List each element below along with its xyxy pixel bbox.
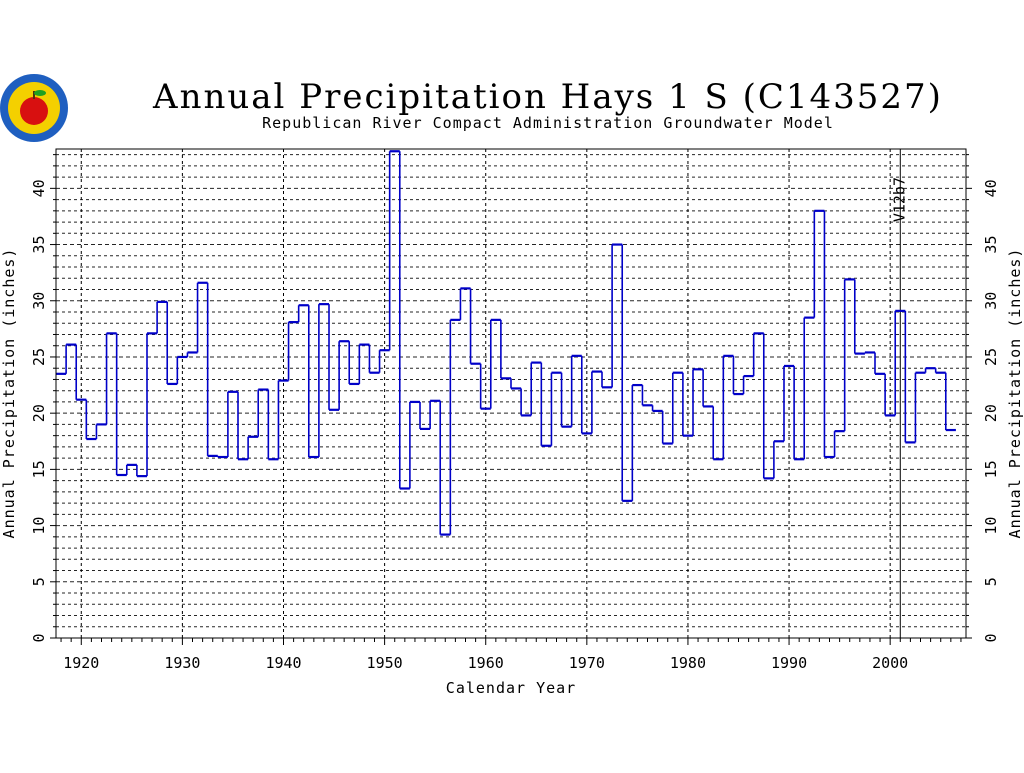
y-tick-label-left: 0	[30, 633, 48, 642]
chart-title: Annual Precipitation Hays 1 S (C143527)	[152, 77, 943, 117]
x-tick-label: 1940	[265, 654, 301, 672]
x-tick-label: 1920	[63, 654, 99, 672]
y-tick-label-right: 30	[982, 292, 1000, 310]
x-tick-label: 1930	[164, 654, 200, 672]
series-layer	[56, 150, 956, 536]
y-tick-label-right: 35	[982, 236, 1000, 254]
y-tick-label-left: 10	[30, 517, 48, 535]
y-tick-label-right: 20	[982, 404, 1000, 422]
plot-frame	[55, 148, 967, 639]
y-tick-label-left: 40	[30, 179, 48, 197]
y-tick-label-left: 35	[30, 236, 48, 254]
y-tick-label-left: 25	[30, 348, 48, 366]
y-tick-label-right: 25	[982, 348, 1000, 366]
grid	[56, 149, 966, 638]
y-tick-label-right: 10	[982, 517, 1000, 535]
ticks: 0 0 5 5 10 10 15 15 20 20 25 25 30 30 35 35 40 40 1920 1930…	[30, 154, 1000, 672]
annotation-label: V12b7	[890, 177, 908, 222]
chart-subtitle: Republican River Compact Administration …	[262, 114, 834, 132]
x-axis-label: Calendar Year	[446, 679, 576, 697]
y-axis-label-left: Annual Precipitation (inches)	[0, 248, 18, 539]
x-tick-label: 1970	[569, 654, 605, 672]
x-tick-label: 1990	[771, 654, 807, 672]
y-tick-label-left: 5	[30, 577, 48, 586]
y-tick-label-right: 5	[982, 577, 1000, 586]
apple-leaf-icon	[34, 90, 46, 96]
apple-icon	[20, 97, 48, 125]
y-tick-label-right: 0	[982, 633, 1000, 642]
y-tick-label-right: 15	[982, 460, 1000, 478]
y-tick-label-left: 20	[30, 404, 48, 422]
x-tick-label: 2000	[872, 654, 908, 672]
y-tick-label-right: 40	[982, 179, 1000, 197]
apple-stem-icon	[33, 91, 35, 99]
y-axis-label-right: Annual Precipitation (inches)	[1006, 248, 1024, 539]
logo	[0, 74, 68, 142]
x-tick-label: 1950	[367, 654, 403, 672]
annotation-layer: V12b7	[890, 149, 908, 638]
y-tick-label-left: 30	[30, 292, 48, 310]
x-tick-label: 1960	[468, 654, 504, 672]
x-tick-label: 1980	[670, 654, 706, 672]
y-tick-label-left: 15	[30, 460, 48, 478]
